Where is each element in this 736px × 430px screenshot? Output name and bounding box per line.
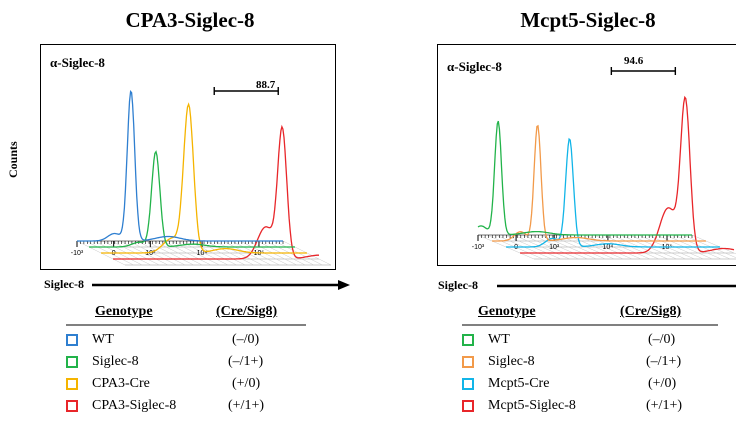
legend-header-rule-right [462,324,718,326]
legend-item-name: Mcpt5-Siglec-8 [488,398,576,413]
panel-title-left: CPA3-Siglec-8 [125,8,255,32]
floor-hatch [531,234,588,260]
floor-hatch [128,240,177,266]
floor-hatch [214,240,263,266]
legend-item-genotype: (+/1+) [646,398,683,413]
floor-hatch [222,240,272,266]
histogram-curve [492,124,706,242]
legend-swatch [462,378,474,390]
legend-item-genotype: (+/1+) [228,398,265,413]
legend-header-rule-left [66,324,306,326]
legend-swatch [462,356,474,368]
legend-item-name: Siglec-8 [488,354,535,369]
x-axis-label-left: Siglec-8 [44,277,84,291]
x-axis-arrow-left [92,280,350,290]
floor-hatch [575,234,633,260]
floor-hatch [145,240,194,266]
floor-hatch [584,234,642,260]
histogram-curve [77,89,283,242]
floor-hatch [136,240,186,266]
legend-item-name: WT [92,332,114,347]
histogram-curve [101,102,307,254]
legend-header-genotype-left: Genotype [95,304,153,319]
x-axis-ticks: -10³ 0 10³ 10⁴ 10⁵ [71,240,284,257]
histogram-curve [477,120,692,236]
legend-item-genotype: (–/0) [648,332,676,347]
histogram-curve [113,124,319,260]
histogram-curve [506,137,720,248]
legend-item-genotype: (–/1+) [228,354,264,369]
legend-swatch [462,400,474,412]
histogram-plot-right: -10³ 0 10³ 10⁴ 10⁵ [472,67,736,260]
floor-hatch [205,240,254,266]
floor-hatch [567,234,624,260]
legend-item-genotype: (–/1+) [646,354,682,369]
histogram-curve [89,150,295,248]
legend-item-name: Mcpt5-Cre [488,376,550,391]
floor-hatch [513,234,570,260]
x-tick-label: -10³ [71,250,84,257]
histogram-plot-left: -10³ 0 10³ 10⁴ 10⁵ [71,87,332,266]
histogram-panel-right: α-Siglec-8 94.6 -10³ 0 10³ 10⁴ 10⁵ [437,44,736,266]
legend-item-name: Siglec-8 [92,354,139,369]
legend-header-code-left: (Cre/Sig8) [216,304,278,319]
histogram-panel-left: α-Siglec-8 88.7 -10³ 0 10³ 10⁴ 10⁵ [40,44,336,270]
panel-label-left: α-Siglec-8 [50,55,105,70]
floor-hatch [188,240,237,266]
legend-swatch [462,334,474,346]
gate-marker [213,87,279,95]
histogram-curve [520,95,735,254]
legend-swatch [66,378,78,390]
legend-item-genotype: (+/0) [232,376,261,391]
legend-item-genotype: (–/0) [232,332,260,347]
x-tick-label: 10³ [549,244,560,251]
floor-hatch [558,234,615,260]
gate-value-right: 94.6 [624,55,644,67]
legend-swatch [66,334,78,346]
floor-hatch [522,234,579,260]
gate-marker [610,67,677,75]
panel-title-right: Mcpt5-Siglec-8 [520,8,656,32]
legend-item-name: CPA3-Cre [92,376,150,391]
x-axis-label-right: Siglec-8 [438,278,478,292]
y-axis-label: Counts [6,141,20,178]
x-tick-label: 10⁴ [197,250,208,257]
x-axis-arrow-right [497,284,736,288]
floor-hatch [162,240,211,266]
panel-label-right: α-Siglec-8 [447,59,502,74]
x-tick-label: 10³ [145,250,156,257]
x-tick-label: -10³ [472,244,485,251]
x-tick-label: 10⁴ [603,244,614,251]
floor-hatch [593,234,651,260]
legend-item-name: WT [488,332,510,347]
legend-item-genotype: (+/0) [648,376,677,391]
legend-item-name: CPA3-Siglec-8 [92,398,177,413]
legend-header-code-right: (Cre/Sig8) [620,304,682,319]
legend-swatch [66,356,78,368]
legend-swatch [66,400,78,412]
gate-value-left: 88.7 [256,79,276,91]
legend-header-genotype-right: Genotype [478,304,536,319]
